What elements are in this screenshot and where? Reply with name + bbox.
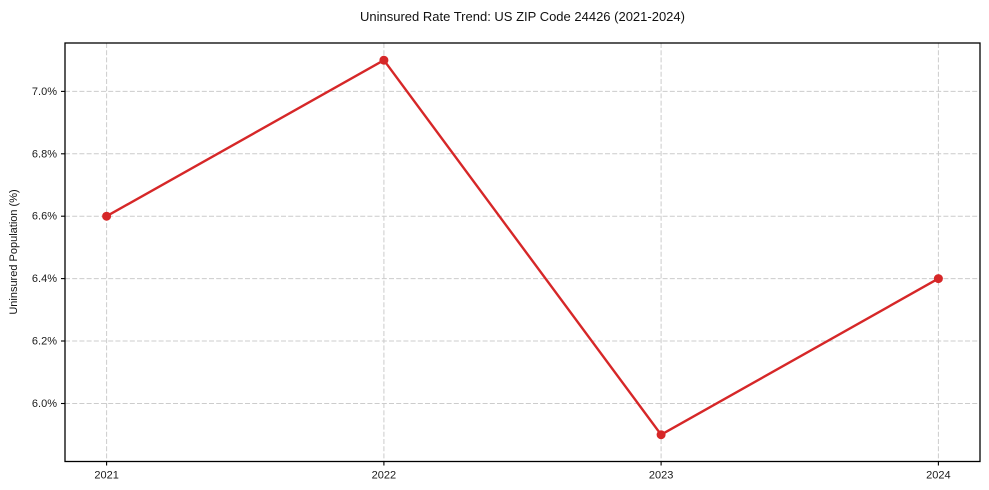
y-tick-label: 6.2% (32, 336, 57, 348)
y-tick-label: 6.8% (32, 148, 57, 160)
y-tick-label: 6.6% (32, 211, 57, 223)
y-tick-label: 6.4% (32, 273, 57, 285)
chart-title: Uninsured Rate Trend: US ZIP Code 24426 … (360, 9, 685, 24)
plot-border (64, 42, 981, 463)
x-tick-label: 2024 (926, 470, 950, 482)
y-tick-label: 6.0% (32, 398, 57, 410)
y-tick-label: 7.0% (32, 86, 57, 98)
data-point (656, 430, 666, 440)
data-point (933, 274, 943, 284)
x-tick-label: 2022 (372, 470, 396, 482)
x-tick-label: 2021 (94, 470, 118, 482)
x-tick-label: 2023 (649, 470, 673, 482)
data-point (102, 211, 112, 221)
data-point (379, 55, 389, 65)
trend-line (105, 59, 940, 436)
